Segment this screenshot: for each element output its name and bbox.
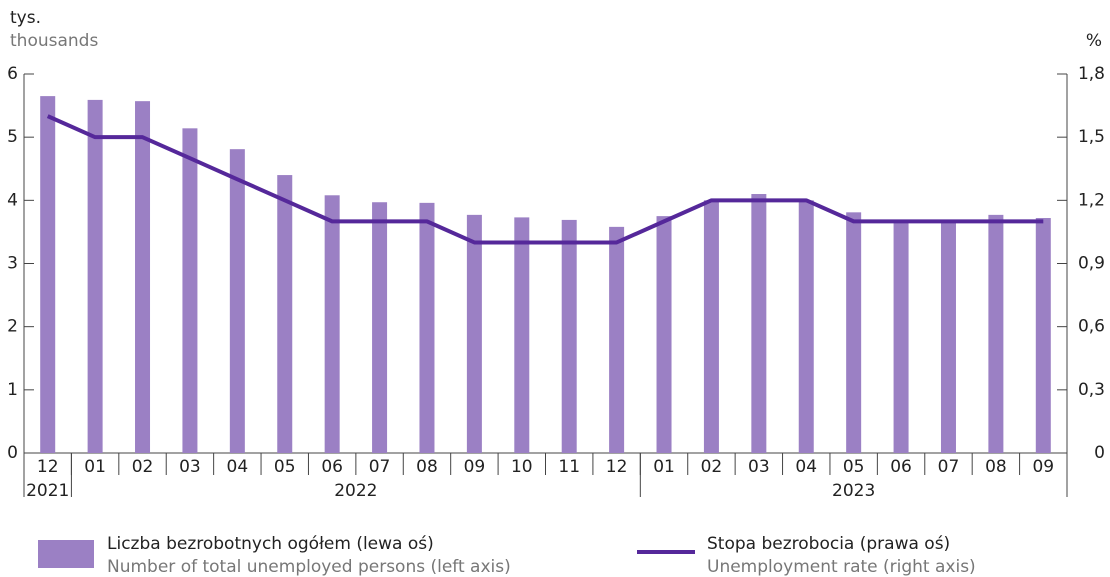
bar <box>561 219 577 453</box>
y-tick-label: 6 <box>7 64 18 84</box>
bar <box>419 202 435 453</box>
x-group-label: 2023 <box>832 481 875 501</box>
y-tick-label: 0 <box>7 443 18 463</box>
bar <box>182 128 198 453</box>
bar <box>988 214 1004 453</box>
x-tick-label: 11 <box>558 457 580 477</box>
x-tick-label: 06 <box>890 457 912 477</box>
bar <box>893 221 909 453</box>
x-tick-label: 08 <box>416 457 438 477</box>
y2-tick-label: 0 <box>1094 443 1105 463</box>
y-axis-label-en: thousands <box>10 31 98 51</box>
bar <box>798 200 814 453</box>
x-tick-label: 12 <box>37 457 59 477</box>
y2-tick-label: 0,3 <box>1078 380 1105 400</box>
x-group-label: 2021 <box>26 481 69 501</box>
bar <box>229 149 245 453</box>
bar <box>940 221 956 453</box>
bar <box>277 175 293 454</box>
bar <box>466 214 482 453</box>
x-tick-label: 03 <box>748 457 770 477</box>
bar <box>846 212 862 453</box>
x-tick-label: 02 <box>132 457 154 477</box>
x-tick-label: 03 <box>179 457 201 477</box>
legend-label-en: Unemployment rate (right axis) <box>707 557 976 577</box>
x-tick-label: 04 <box>795 457 817 477</box>
y-tick-label: 1 <box>7 380 18 400</box>
x-tick-label: 01 <box>84 457 106 477</box>
y2-tick-label: 0,6 <box>1078 317 1105 337</box>
x-tick-label: 06 <box>321 457 343 477</box>
y2-tick-label: 1,2 <box>1078 190 1105 210</box>
y2-tick-label: 0,9 <box>1078 254 1105 274</box>
x-group-label: 2022 <box>334 481 377 501</box>
y-tick-label: 5 <box>7 127 18 147</box>
bar <box>40 96 56 453</box>
y2-tick-label: 1,8 <box>1078 64 1105 84</box>
y-tick-label: 2 <box>7 317 18 337</box>
bar <box>751 194 767 453</box>
y-tick-label: 3 <box>7 254 18 274</box>
bar <box>514 217 530 453</box>
x-tick-label: 09 <box>1032 457 1054 477</box>
x-tick-label: 02 <box>701 457 723 477</box>
x-tick-label: 12 <box>606 457 628 477</box>
x-tick-label: 01 <box>653 457 675 477</box>
bar <box>372 202 388 453</box>
x-tick-label: 09 <box>464 457 486 477</box>
y-tick-label: 4 <box>7 190 18 210</box>
bar <box>609 226 625 453</box>
legend-label: Liczba bezrobotnych ogółem (lewa oś) <box>107 534 434 554</box>
x-tick-label: 07 <box>369 457 391 477</box>
y-axis-label: tys. <box>10 8 41 28</box>
x-tick-label: 05 <box>274 457 296 477</box>
x-tick-label: 08 <box>985 457 1007 477</box>
legend-label-en: Number of total unemployed persons (left… <box>107 557 511 577</box>
y2-tick-label: 1,5 <box>1078 127 1105 147</box>
line <box>46 114 1044 245</box>
legend-label: Stopa bezrobocia (prawa oś) <box>707 534 950 554</box>
bar <box>135 101 151 453</box>
legend-swatch <box>38 540 94 568</box>
bar <box>656 216 672 453</box>
x-tick-label: 10 <box>511 457 533 477</box>
x-tick-label: 04 <box>227 457 249 477</box>
bar <box>324 195 340 453</box>
bar <box>1035 218 1051 453</box>
x-tick-label: 07 <box>938 457 960 477</box>
y2-axis-label: % <box>1086 31 1102 51</box>
x-tick-label: 05 <box>843 457 865 477</box>
bar <box>87 99 103 454</box>
bar <box>703 200 719 453</box>
